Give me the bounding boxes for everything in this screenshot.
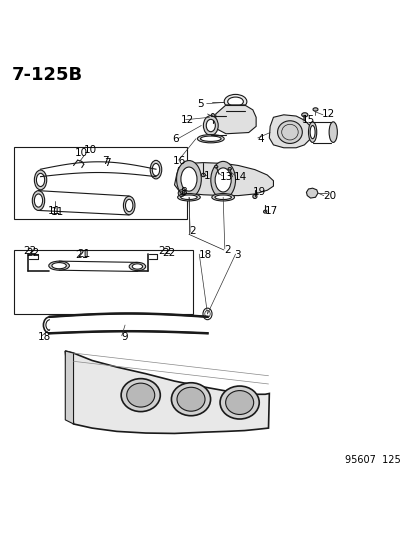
Bar bbox=[14, 147, 187, 219]
Ellipse shape bbox=[224, 94, 247, 109]
Ellipse shape bbox=[150, 160, 162, 179]
Ellipse shape bbox=[178, 193, 200, 201]
Ellipse shape bbox=[52, 263, 66, 269]
Text: 7: 7 bbox=[104, 158, 110, 167]
Ellipse shape bbox=[264, 210, 267, 213]
Text: 7: 7 bbox=[103, 156, 109, 166]
Ellipse shape bbox=[302, 113, 308, 117]
Text: 8: 8 bbox=[181, 187, 187, 197]
Text: 95607  125: 95607 125 bbox=[346, 455, 401, 465]
Ellipse shape bbox=[212, 193, 234, 201]
Ellipse shape bbox=[211, 161, 236, 198]
Text: 5: 5 bbox=[197, 99, 204, 109]
Text: 18: 18 bbox=[38, 332, 51, 342]
Ellipse shape bbox=[203, 116, 218, 135]
Text: 2: 2 bbox=[224, 245, 231, 255]
Ellipse shape bbox=[228, 167, 232, 170]
Ellipse shape bbox=[228, 97, 243, 106]
Ellipse shape bbox=[220, 386, 259, 419]
Ellipse shape bbox=[123, 196, 135, 215]
Ellipse shape bbox=[206, 119, 215, 132]
Text: 7-125B: 7-125B bbox=[12, 66, 83, 84]
Ellipse shape bbox=[308, 122, 317, 142]
Text: 18: 18 bbox=[198, 250, 212, 260]
Ellipse shape bbox=[121, 378, 160, 411]
Ellipse shape bbox=[37, 173, 45, 187]
Ellipse shape bbox=[152, 164, 160, 176]
Text: 13: 13 bbox=[220, 172, 233, 182]
Ellipse shape bbox=[253, 195, 257, 198]
Ellipse shape bbox=[310, 125, 315, 139]
Ellipse shape bbox=[201, 173, 205, 176]
Ellipse shape bbox=[129, 262, 146, 271]
Text: 20: 20 bbox=[323, 191, 336, 200]
Ellipse shape bbox=[215, 168, 231, 192]
Text: 21: 21 bbox=[76, 250, 89, 260]
Text: 21: 21 bbox=[78, 249, 91, 259]
Text: 9: 9 bbox=[121, 332, 127, 342]
Ellipse shape bbox=[198, 135, 224, 143]
Bar bbox=[14, 250, 193, 314]
Ellipse shape bbox=[313, 108, 318, 111]
Ellipse shape bbox=[34, 194, 43, 207]
Ellipse shape bbox=[226, 391, 254, 415]
Ellipse shape bbox=[215, 195, 232, 199]
Text: 14: 14 bbox=[234, 172, 247, 182]
Polygon shape bbox=[216, 105, 256, 134]
Polygon shape bbox=[65, 351, 73, 424]
Ellipse shape bbox=[34, 170, 47, 190]
Ellipse shape bbox=[200, 136, 221, 141]
Ellipse shape bbox=[127, 383, 155, 407]
Text: 17: 17 bbox=[265, 206, 278, 216]
Ellipse shape bbox=[32, 191, 45, 211]
Ellipse shape bbox=[278, 121, 302, 143]
Text: 12: 12 bbox=[322, 109, 335, 119]
Ellipse shape bbox=[215, 166, 218, 168]
Text: 16: 16 bbox=[173, 156, 186, 166]
Ellipse shape bbox=[181, 195, 197, 199]
Polygon shape bbox=[65, 351, 269, 433]
Ellipse shape bbox=[211, 114, 215, 120]
Text: 12: 12 bbox=[181, 115, 194, 125]
Text: 11: 11 bbox=[51, 207, 64, 217]
Text: 2: 2 bbox=[189, 227, 195, 237]
Text: 1: 1 bbox=[203, 171, 210, 181]
Ellipse shape bbox=[49, 261, 69, 270]
Text: 22: 22 bbox=[162, 248, 176, 258]
Polygon shape bbox=[269, 115, 310, 148]
Ellipse shape bbox=[329, 122, 337, 142]
Text: 3: 3 bbox=[234, 250, 241, 260]
Text: 19: 19 bbox=[253, 187, 266, 197]
Ellipse shape bbox=[125, 199, 133, 212]
Ellipse shape bbox=[177, 160, 201, 198]
Text: 10: 10 bbox=[84, 145, 97, 155]
Text: 22: 22 bbox=[23, 246, 36, 256]
Ellipse shape bbox=[132, 264, 143, 269]
Text: 6: 6 bbox=[173, 134, 179, 144]
Ellipse shape bbox=[171, 383, 210, 416]
Text: 15: 15 bbox=[302, 115, 315, 125]
Ellipse shape bbox=[181, 167, 197, 191]
Polygon shape bbox=[306, 188, 318, 198]
Ellipse shape bbox=[177, 387, 205, 411]
Text: 11: 11 bbox=[48, 206, 61, 216]
Text: 10: 10 bbox=[75, 148, 88, 158]
Text: 4: 4 bbox=[257, 134, 264, 144]
Text: 22: 22 bbox=[26, 248, 39, 258]
Polygon shape bbox=[175, 163, 273, 196]
Text: 22: 22 bbox=[158, 246, 171, 256]
